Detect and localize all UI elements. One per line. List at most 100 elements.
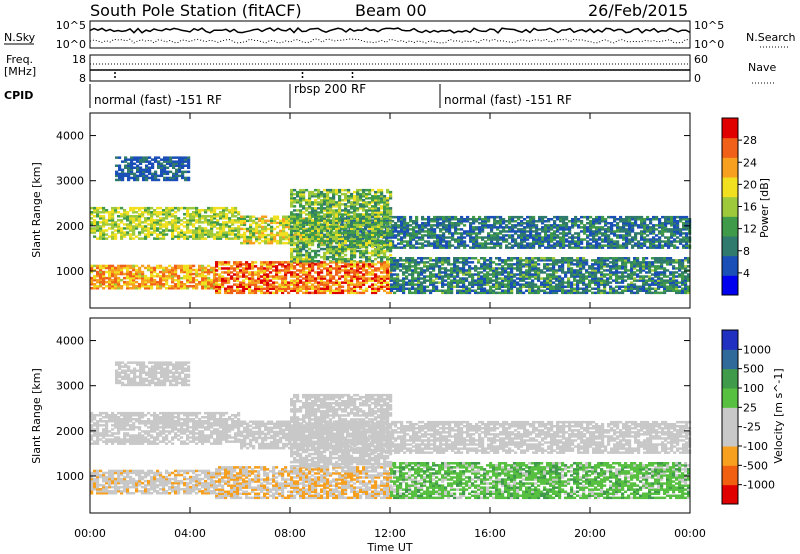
echo-cell xyxy=(284,287,288,290)
echo-cell xyxy=(628,230,632,233)
echo-cell xyxy=(344,289,348,292)
echo-cell xyxy=(111,266,115,270)
echo-cell xyxy=(162,278,166,282)
echo-cell xyxy=(436,246,440,249)
echo-cell xyxy=(207,223,211,226)
echo-cell xyxy=(216,213,220,216)
echo-cell xyxy=(462,283,466,286)
echo-cell xyxy=(547,244,551,247)
echo-cell xyxy=(534,273,538,276)
echo-cell xyxy=(263,271,267,274)
echo-cell xyxy=(234,215,238,218)
echo-cell xyxy=(120,266,124,270)
echo-cell xyxy=(287,263,291,266)
echo-cell xyxy=(174,283,178,286)
echo-cell xyxy=(180,285,184,288)
echo-cell xyxy=(424,224,428,227)
echo-cell xyxy=(463,242,467,245)
echo-cell xyxy=(598,220,602,223)
echo-cell xyxy=(355,246,359,249)
echo-cell xyxy=(468,269,472,272)
echo-cell xyxy=(513,273,517,276)
echo-cell xyxy=(636,261,640,264)
echo-cell xyxy=(558,267,562,270)
echo-cell xyxy=(225,221,229,224)
echo-cell xyxy=(396,265,400,268)
echo-cell xyxy=(236,267,240,270)
echo-cell xyxy=(591,271,595,274)
echo-cell xyxy=(245,271,249,274)
echo-cell xyxy=(595,220,599,223)
echo-cell xyxy=(90,231,94,234)
echo-cell xyxy=(643,226,647,229)
echo-cell xyxy=(264,241,268,245)
echo-cell xyxy=(517,230,521,233)
echo-cell xyxy=(621,273,625,276)
echo-cell xyxy=(296,273,300,276)
echo-cell xyxy=(320,271,324,274)
echo-cell xyxy=(367,230,371,233)
echo-cell xyxy=(303,217,307,220)
echo-cell xyxy=(177,285,181,288)
echo-cell xyxy=(118,176,122,180)
echo-cell xyxy=(309,225,313,229)
echo-cell xyxy=(433,234,437,237)
echo-cell xyxy=(480,267,484,270)
echo-cell xyxy=(618,291,622,295)
echo-cell xyxy=(144,225,148,228)
echo-cell xyxy=(150,206,154,210)
echo-cell xyxy=(150,217,154,220)
echo-cell xyxy=(450,285,454,288)
echo-cell xyxy=(421,230,425,233)
echo-cell xyxy=(442,234,446,237)
echo-cell xyxy=(516,267,520,270)
echo-cell xyxy=(663,285,667,288)
echo-cell xyxy=(157,162,161,165)
echo-cell xyxy=(90,221,94,224)
echo-cell xyxy=(516,257,520,260)
echo-cell xyxy=(487,226,491,229)
echo-cell xyxy=(306,223,310,227)
echo-cell xyxy=(132,221,136,224)
echo-cell xyxy=(121,168,125,172)
echo-cell xyxy=(150,283,154,286)
echo-cell xyxy=(270,235,274,239)
echo-cell xyxy=(501,273,505,276)
echo-cell xyxy=(582,291,586,295)
echo-cell xyxy=(456,275,460,278)
echo-cell xyxy=(215,273,219,276)
echo-cell xyxy=(490,246,494,249)
echo-cell xyxy=(660,263,664,266)
echo-cell xyxy=(663,283,667,286)
echo-cell xyxy=(207,235,211,238)
echo-cell xyxy=(168,274,172,278)
echo-cell xyxy=(148,168,152,172)
echo-cell xyxy=(105,276,109,280)
echo-cell xyxy=(204,237,208,240)
echo-cell xyxy=(483,257,487,260)
echo-cell xyxy=(666,257,670,260)
echo-cell xyxy=(266,283,270,286)
echo-cell xyxy=(514,232,518,235)
echo-cell xyxy=(302,265,306,268)
echo-cell xyxy=(469,240,473,243)
echo-cell xyxy=(454,232,458,235)
echo-cell xyxy=(669,285,673,288)
echo-cell xyxy=(285,215,289,218)
echo-cell xyxy=(279,229,283,233)
echo-cell xyxy=(685,244,689,247)
echo-cell xyxy=(210,270,214,274)
echo-cell xyxy=(468,267,472,270)
echo-cell xyxy=(672,275,676,278)
echo-cell xyxy=(198,266,202,270)
echo-cell xyxy=(390,279,394,282)
echo-cell xyxy=(685,246,689,249)
echo-cell xyxy=(667,222,671,225)
echo-cell xyxy=(317,277,321,280)
echo-cell xyxy=(409,234,413,237)
echo-cell xyxy=(257,289,261,292)
echo-cell xyxy=(409,218,413,221)
echo-cell xyxy=(332,277,336,280)
echo-cell xyxy=(657,267,661,270)
echo-cell xyxy=(371,279,375,282)
